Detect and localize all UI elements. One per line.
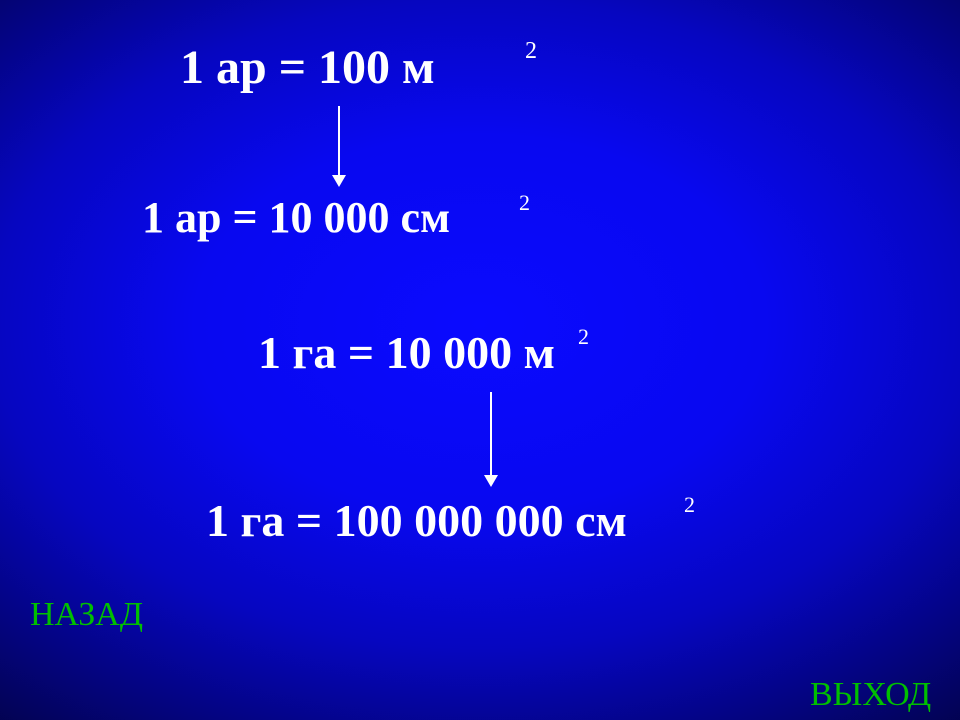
nav-back-label: НАЗАД [30, 596, 143, 633]
formula-3-text: 1 га = 10 000 м [258, 327, 555, 378]
formula-2-text: 1 ар = 10 000 см [142, 193, 450, 242]
formula-4-text: 1 га = 100 000 000 см [206, 495, 627, 546]
arrow-1-head [332, 175, 346, 187]
formula-4: 1 га = 100 000 000 см [206, 494, 627, 547]
arrow-2-head [484, 475, 498, 487]
arrow-1-line [338, 106, 340, 180]
slide-background: 1 ар = 100 м 2 1 ар = 10 000 см 2 1 га =… [0, 0, 960, 720]
nav-exit-button[interactable]: ВЫХОД [810, 676, 931, 714]
formula-2-sup: 2 [519, 190, 530, 216]
formula-3-sup: 2 [578, 324, 589, 350]
formula-4-sup: 2 [684, 492, 695, 518]
arrow-2-line [490, 392, 492, 480]
formula-3: 1 га = 10 000 м [258, 326, 555, 379]
formula-1-text: 1 ар = 100 м [180, 41, 435, 94]
formula-1: 1 ар = 100 м [180, 40, 435, 95]
formula-2: 1 ар = 10 000 см [142, 192, 450, 243]
formula-1-sup: 2 [525, 38, 537, 65]
nav-exit-label: ВЫХОД [810, 676, 931, 713]
nav-back-button[interactable]: НАЗАД [30, 596, 143, 634]
